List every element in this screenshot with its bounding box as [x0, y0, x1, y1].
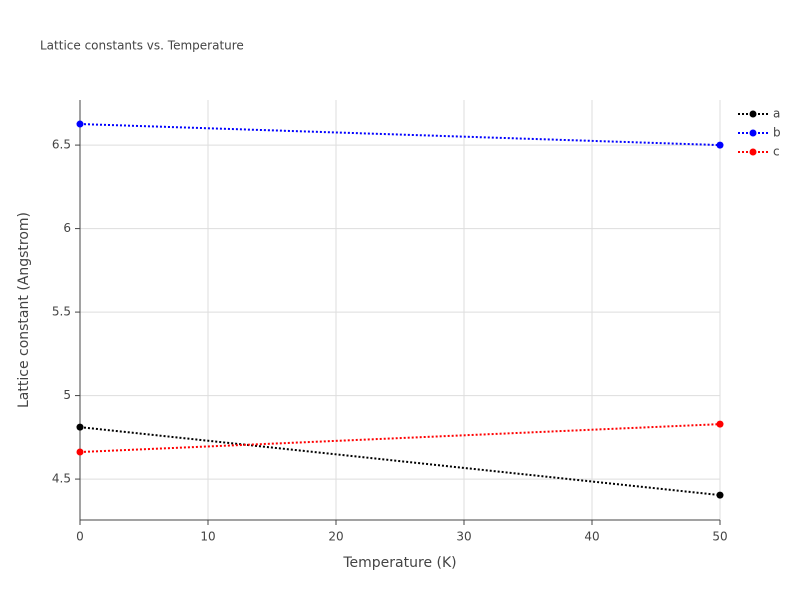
point [716, 141, 724, 149]
point [716, 491, 724, 499]
series-line [79, 426, 721, 497]
point [76, 423, 84, 431]
y-tick-label: 6 [63, 221, 71, 235]
y-tick-label: 4.5 [52, 472, 71, 486]
x-axis-label: Temperature (K) [342, 555, 456, 571]
x-tick-label: 50 [712, 530, 727, 544]
point [716, 420, 724, 428]
x-tick-label: 20 [328, 530, 343, 544]
x-tick-label: 10 [200, 530, 215, 544]
legend-label[interactable]: a [773, 107, 780, 121]
legend-marker [749, 110, 757, 118]
x-tick-label: 40 [584, 530, 599, 544]
point [76, 120, 84, 128]
y-tick-label: 6.5 [52, 138, 71, 152]
legend-label[interactable]: c [773, 145, 780, 159]
x-tick-label: 30 [456, 530, 471, 544]
legend-marker [749, 129, 757, 137]
chart-title: Lattice constants vs. Temperature [40, 39, 244, 53]
x-tick-label: 0 [76, 530, 84, 544]
y-tick-label: 5 [63, 388, 71, 402]
y-axis-label: Lattice constant (Angstrom) [16, 212, 32, 408]
point [76, 448, 84, 456]
series-line [79, 423, 721, 454]
legend-marker [749, 148, 757, 156]
legend-label[interactable]: b [773, 126, 781, 140]
series-line [79, 123, 721, 147]
y-tick-label: 5.5 [52, 305, 71, 319]
